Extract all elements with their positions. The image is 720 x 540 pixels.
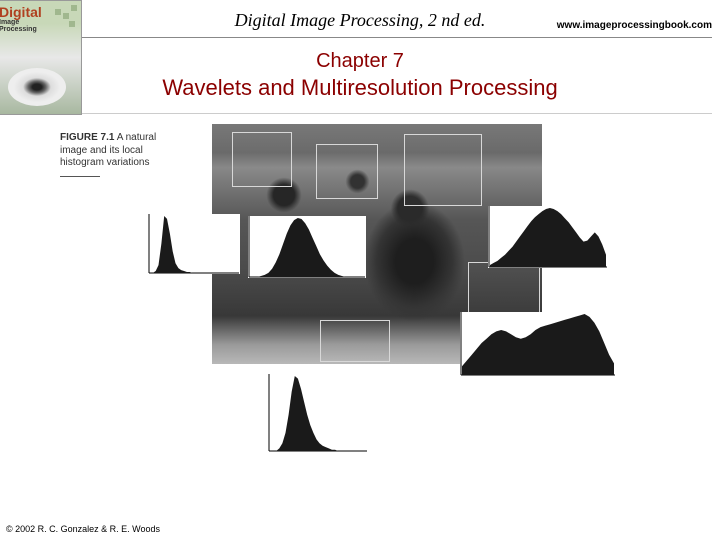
histogram: [488, 206, 608, 268]
histogram: [248, 216, 366, 278]
photo-region: [232, 132, 292, 187]
histogram: [148, 214, 240, 274]
photo-region: [404, 134, 482, 206]
histogram: [268, 374, 368, 452]
chapter-number: Chapter 7: [0, 50, 720, 73]
figure-label: FIGURE 7.1: [60, 132, 114, 143]
histogram: [460, 312, 616, 376]
divider-line: [8, 113, 712, 114]
book-cover-thumbnail: Digital Image Processing: [0, 0, 82, 115]
cover-logo-sub2: Processing: [0, 26, 42, 33]
cover-logo-main: Digital: [0, 4, 42, 20]
slide-header: Digital Image Processing, 2 nd ed. www.i…: [8, 0, 712, 38]
copyright-text: © 2002 R. C. Gonzalez & R. E. Woods: [6, 524, 160, 534]
figure-caption: FIGURE 7.1 A natural image and its local…: [60, 132, 170, 177]
photo-region: [320, 320, 390, 362]
cover-logo-sub1: Image: [0, 19, 42, 26]
chapter-heading: Chapter 7 Wavelets and Multiresolution P…: [0, 50, 720, 101]
book-url: www.imageprocessingbook.com: [557, 20, 712, 31]
chapter-title: Wavelets and Multiresolution Processing: [0, 75, 720, 101]
photo-region: [316, 144, 378, 199]
figure-7-1: FIGURE 7.1 A natural image and its local…: [0, 124, 720, 469]
